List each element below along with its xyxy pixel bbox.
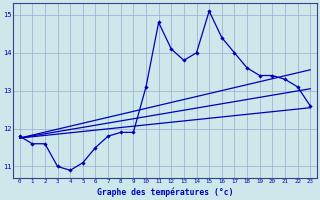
X-axis label: Graphe des températures (°c): Graphe des températures (°c)	[97, 187, 233, 197]
